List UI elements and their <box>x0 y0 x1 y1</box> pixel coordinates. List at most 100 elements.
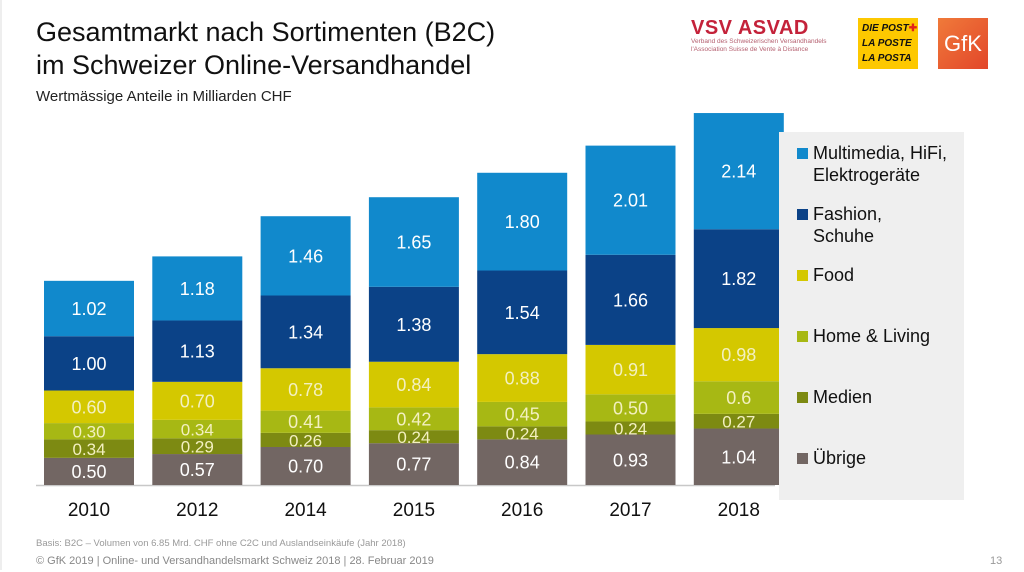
data-label: 0.84 <box>396 375 431 395</box>
data-label: 1.82 <box>721 269 756 289</box>
bar-segment-2014-multimedia-hifi-elektrogeräte <box>260 216 351 296</box>
bar-segment-2015-fashion-schuhe <box>368 286 459 362</box>
legend-swatch <box>797 453 808 464</box>
data-label: 0.77 <box>396 455 431 475</box>
page-number: 13 <box>990 555 1003 567</box>
data-label: 0.84 <box>505 453 540 473</box>
data-label: 0.60 <box>71 397 106 417</box>
footer-copyright: © GfK 2019 | Online- und Versandhandelsm… <box>36 555 434 567</box>
data-label: 0.93 <box>613 450 648 470</box>
bar-segment-2018-fashion-schuhe <box>693 229 784 329</box>
bar-segment-2012-fashion-schuhe <box>152 320 243 382</box>
legend-item: Medien <box>797 386 872 408</box>
legend-label: Food <box>813 265 855 285</box>
title-line-1: Gesamtmarkt nach Sortimenten (B2C) <box>36 17 496 47</box>
data-label: 0.78 <box>288 380 323 400</box>
data-label: 0.70 <box>180 391 215 411</box>
data-label: 0.57 <box>180 460 215 480</box>
bar-segment-2014-übrige <box>260 446 351 485</box>
x-tick-label: 2014 <box>284 500 327 521</box>
gfk-logo: GfK <box>938 18 988 69</box>
data-label: 1.54 <box>505 303 540 323</box>
data-label: 0.6 <box>726 388 751 408</box>
data-label: 0.27 <box>722 413 755 432</box>
legend-label: Multimedia, HiFi, Elektrogeräte <box>813 143 948 185</box>
post-logo-line2: LA POSTE <box>862 38 912 49</box>
bar-segment-2010-multimedia-hifi-elektrogeräte <box>44 280 134 337</box>
data-label: 1.04 <box>721 447 756 467</box>
post-logo-line1: DIE POST <box>862 23 909 34</box>
x-tick-label: 2012 <box>176 500 218 521</box>
bar-segment-2016-multimedia-hifi-elektrogeräte <box>477 172 568 271</box>
data-label: 0.24 <box>506 424 539 443</box>
bar-segment-2018-medien <box>693 413 784 429</box>
bar-segment-2016-fashion-schuhe <box>477 270 568 355</box>
legend-label: Medien <box>813 387 873 407</box>
data-label: 0.50 <box>71 462 106 482</box>
legend-label: Home & Living <box>813 326 931 346</box>
bar-segment-2010-home-living <box>44 423 134 440</box>
data-label: 1.02 <box>71 299 106 319</box>
bar-segment-2017-medien <box>585 421 676 435</box>
data-label: 0.91 <box>613 360 648 380</box>
data-label: 0.30 <box>72 423 105 442</box>
bar-segment-2010-food <box>44 390 134 424</box>
legend-item: Übrige <box>797 447 866 469</box>
data-label: 2.14 <box>721 162 756 182</box>
bar-segment-2014-medien <box>260 432 351 447</box>
bar-segment-2017-übrige <box>585 434 676 485</box>
data-label: 0.24 <box>397 428 430 447</box>
data-label: 1.18 <box>180 279 215 299</box>
legend-label: Übrige <box>813 448 867 468</box>
bar-segment-2017-multimedia-hifi-elektrogeräte <box>585 145 676 255</box>
x-tick-label: 2017 <box>609 500 651 521</box>
legend-swatch <box>797 270 808 281</box>
x-tick-label: 2018 <box>718 500 760 521</box>
bar-segment-2014-food <box>260 368 351 411</box>
data-label: 1.00 <box>71 354 106 374</box>
bar-segment-2010-fashion-schuhe <box>44 336 134 391</box>
data-label: 1.80 <box>505 212 540 232</box>
legend-swatch <box>797 148 808 159</box>
data-label: 0.26 <box>289 431 322 450</box>
bar-segment-2012-übrige <box>152 454 243 485</box>
data-label: 0.88 <box>505 369 540 389</box>
data-label: 0.50 <box>613 398 648 418</box>
slide-subtitle: Wertmässige Anteile in Milliarden CHF <box>36 88 292 105</box>
data-label: 1.66 <box>613 290 648 310</box>
bar-segment-2012-home-living <box>152 419 243 439</box>
bar-segment-2015-food <box>368 361 459 408</box>
vsv-asvad-logo: VSV ASVAD Verband des Schweizerischen Ve… <box>691 18 827 54</box>
bar-segment-2012-medien <box>152 438 243 455</box>
data-label: 1.65 <box>396 233 431 253</box>
bar-segment-2018-food <box>693 328 784 382</box>
data-label: 0.70 <box>288 456 323 476</box>
data-label: 1.13 <box>180 342 215 362</box>
vsv-logo-line2: l'Association Suisse de Vente à Distance <box>691 46 809 53</box>
swiss-cross-icon: ✚ <box>908 23 918 34</box>
bar-segment-2018-multimedia-hifi-elektrogeräte <box>693 113 784 230</box>
bar-segment-2014-fashion-schuhe <box>260 295 351 369</box>
legend-item: Home & Living <box>797 325 930 347</box>
legend-label: Fashion, Schuhe <box>813 204 883 246</box>
bar-segment-2017-food <box>585 344 676 395</box>
bar-segment-2015-medien <box>368 430 459 444</box>
data-label: 1.38 <box>396 315 431 335</box>
legend-swatch <box>797 331 808 342</box>
bar-segment-2018-übrige <box>693 428 784 485</box>
bar-segment-2018-home-living <box>693 381 784 414</box>
bar-segment-2014-home-living <box>260 410 351 433</box>
x-tick-label: 2010 <box>68 500 110 521</box>
bar-segment-2015-multimedia-hifi-elektrogeräte <box>368 197 459 287</box>
legend-swatch <box>797 209 808 220</box>
data-label: 0.34 <box>72 440 105 459</box>
data-label: 2.01 <box>613 191 648 211</box>
data-label: 0.34 <box>181 421 214 440</box>
data-label: 1.34 <box>288 322 323 342</box>
x-tick-label: 2015 <box>393 500 435 521</box>
bar-segment-2017-fashion-schuhe <box>585 254 676 345</box>
data-label: 0.41 <box>288 412 323 432</box>
data-label: 0.45 <box>505 405 540 425</box>
